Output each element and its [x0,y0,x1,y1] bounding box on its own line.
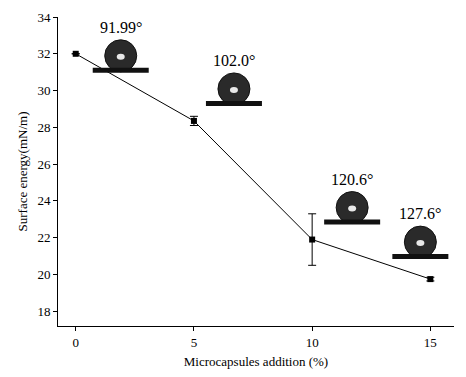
svg-text:91.99°: 91.99° [100,19,142,36]
svg-text:34: 34 [37,10,51,25]
svg-text:30: 30 [37,83,50,98]
svg-text:0: 0 [72,335,79,350]
svg-text:Surface energy(mN/m): Surface energy(mN/m) [15,112,30,232]
svg-text:Microcapsules addition (%): Microcapsules addition (%) [184,354,328,369]
svg-text:28: 28 [37,120,50,135]
svg-text:15: 15 [424,335,437,350]
svg-text:26: 26 [37,157,51,172]
svg-text:5: 5 [191,335,198,350]
svg-text:32: 32 [37,46,50,61]
svg-text:22: 22 [37,230,50,245]
svg-text:102.0°: 102.0° [213,52,255,69]
svg-text:18: 18 [37,304,50,319]
svg-text:10: 10 [306,335,319,350]
svg-text:127.6°: 127.6° [399,205,441,222]
svg-text:20: 20 [37,267,50,282]
svg-text:24: 24 [37,193,51,208]
svg-text:120.6°: 120.6° [331,171,373,188]
